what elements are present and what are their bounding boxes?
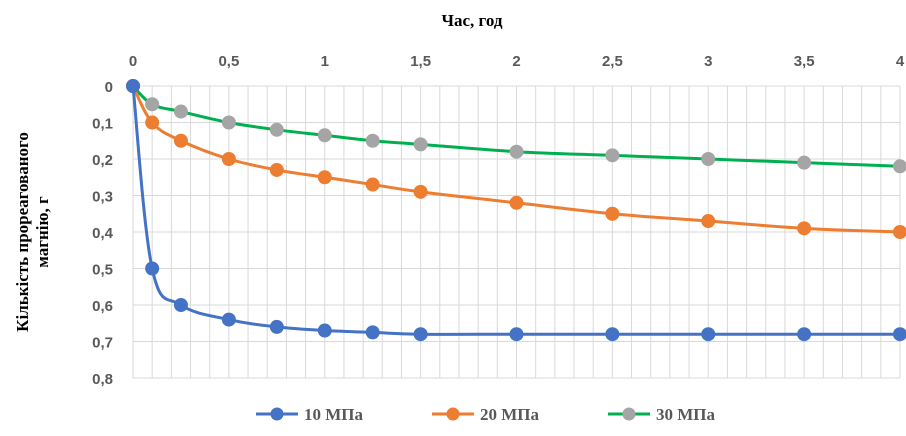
data-point-series-2 xyxy=(605,206,620,221)
y-tick-label: 0,8 xyxy=(92,371,113,388)
data-point-series-1 xyxy=(173,298,188,312)
series-group xyxy=(126,79,906,342)
legend: 10 МПа 20 МПа 30 МПа xyxy=(256,405,716,424)
data-point-series-1 xyxy=(509,327,524,342)
x-tick-label: 2,5 xyxy=(602,53,623,70)
y-tick-label: 0,6 xyxy=(92,298,113,315)
data-point-series-3 xyxy=(221,115,236,130)
data-point-series-2 xyxy=(797,221,812,236)
legend-marker-3 xyxy=(622,407,636,421)
x-tick-label: 4 xyxy=(896,53,905,70)
data-point-series-2 xyxy=(413,184,428,199)
data-point-series-2 xyxy=(317,170,332,185)
data-point-series-1 xyxy=(701,327,716,342)
data-point-series-1 xyxy=(797,327,812,342)
data-point-series-2 xyxy=(145,115,160,130)
legend-label-1: 10 МПа xyxy=(304,405,364,424)
data-point-series-2 xyxy=(173,133,188,148)
y-tick-label: 0,7 xyxy=(92,335,113,352)
y-axis-title-line1: Кількість прореагованого xyxy=(13,132,32,332)
data-point-series-1 xyxy=(413,327,428,342)
legend-marker-2 xyxy=(446,407,460,421)
data-point-series-2 xyxy=(221,152,236,166)
data-point-series-3 xyxy=(173,104,188,119)
y-tick-label: 0,1 xyxy=(92,116,113,133)
data-point-series-3 xyxy=(701,152,716,166)
y-tick-label: 0,4 xyxy=(92,225,114,242)
data-point-series-3 xyxy=(893,159,906,174)
legend-label-3: 30 МПа xyxy=(656,405,716,424)
data-point-series-2 xyxy=(509,195,524,210)
data-point-series-3 xyxy=(317,128,332,143)
y-axis-title-line2: магнію, г xyxy=(33,196,52,268)
data-point-series-1 xyxy=(893,327,906,342)
data-point-series-3 xyxy=(413,137,428,152)
y-tick-labels: 0 0,1 0,2 0,3 0,4 0,5 0,6 0,7 0,8 xyxy=(92,79,114,388)
data-point-series-3 xyxy=(145,97,160,112)
data-point-series-3 xyxy=(365,133,380,148)
x-tick-label: 3,5 xyxy=(794,53,815,70)
data-point-series-1 xyxy=(365,325,380,340)
data-point-series-2 xyxy=(269,162,284,177)
x-tick-labels: 0 0,5 1 1,5 2 2,5 3 3,5 4 xyxy=(129,53,905,70)
data-point-series-3 xyxy=(797,155,812,170)
legend-label-2: 20 МПа xyxy=(480,405,540,424)
data-point-series-1 xyxy=(605,327,620,342)
x-tick-label: 0,5 xyxy=(218,53,239,70)
data-point-series-1 xyxy=(221,312,236,327)
data-point-series-1 xyxy=(269,319,284,334)
data-point-series-3 xyxy=(269,122,284,137)
data-point-series-2 xyxy=(893,225,906,239)
y-tick-label: 0 xyxy=(105,79,113,96)
x-tick-label: 1 xyxy=(321,53,329,70)
data-point-series-1 xyxy=(126,79,140,93)
x-axis-title: Час, год xyxy=(442,11,503,30)
data-point-series-3 xyxy=(605,148,620,163)
grid xyxy=(132,85,901,379)
y-tick-label: 0,3 xyxy=(92,189,113,206)
y-tick-label: 0,5 xyxy=(92,262,113,279)
data-point-series-1 xyxy=(317,323,332,338)
x-tick-label: 3 xyxy=(704,53,712,70)
x-tick-label: 1,5 xyxy=(410,53,431,70)
legend-marker-1 xyxy=(270,407,284,421)
data-point-series-3 xyxy=(509,144,524,159)
data-point-series-1 xyxy=(145,261,160,276)
x-tick-label: 2 xyxy=(512,53,520,70)
y-tick-label: 0,2 xyxy=(92,152,113,169)
x-tick-label: 0 xyxy=(129,53,137,70)
data-point-series-2 xyxy=(365,177,380,192)
data-point-series-2 xyxy=(701,214,716,229)
